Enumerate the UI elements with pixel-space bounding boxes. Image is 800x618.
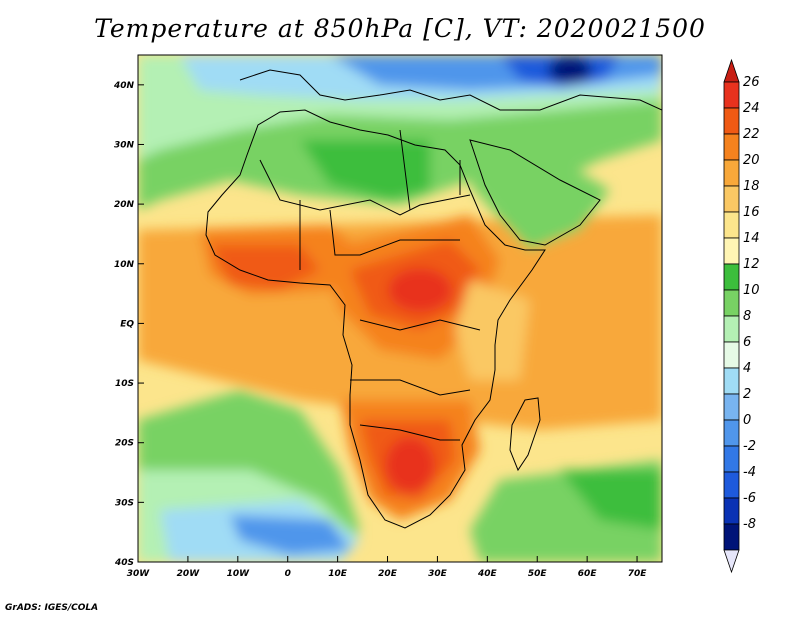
colorbar-swatch-12 <box>723 393 740 421</box>
plot-frame <box>137 54 663 563</box>
colorbar-label-10: 6 <box>743 335 751 350</box>
lon-tick-label-8: 50E <box>528 569 548 579</box>
lat-tick-label-6: 20S <box>115 439 134 449</box>
colorbar-label-1: 24 <box>743 101 760 116</box>
lon-tick-label-1: 20W <box>177 569 201 579</box>
lon-tick-label-3: 0 <box>285 569 291 579</box>
lon-tick-label-6: 30E <box>428 569 448 579</box>
colorbar-swatch-2 <box>723 133 740 161</box>
africa-border-1 <box>259 159 471 216</box>
field-east-africa-mild <box>455 280 530 380</box>
colorbar-label-7: 12 <box>743 257 760 272</box>
colorbar-label-2: 22 <box>743 127 760 142</box>
africa-border-6 <box>299 129 461 270</box>
colorbar-swatch-8 <box>723 289 740 317</box>
lat-tick-label-2: 20N <box>114 200 135 210</box>
grads-credit: GrADS: IGES/COLA <box>5 603 99 613</box>
colorbar-label-9: 8 <box>743 309 751 324</box>
lon-tick-label-0: 30W <box>127 569 151 579</box>
colorbar-label-6: 14 <box>743 231 760 246</box>
colorbar-label-12: 2 <box>743 387 751 402</box>
field-central-very-hot <box>388 268 452 312</box>
africa-border-2 <box>329 209 460 256</box>
field-north-navy <box>548 56 592 84</box>
lat-tick-label-5: 10S <box>115 379 134 389</box>
colorbar-swatch-15 <box>723 471 740 499</box>
colorbar-swatch-13 <box>723 419 740 447</box>
colorbar-label-15: -4 <box>743 465 756 480</box>
temperature-field <box>138 55 662 562</box>
lat-tick-label-4: EQ <box>120 319 134 329</box>
africa-coastline <box>205 109 546 529</box>
lat-tick-label-1: 30N <box>114 140 135 150</box>
lat-tick-label-8: 40S <box>114 558 134 568</box>
lat-tick-label-0: 40N <box>113 81 135 91</box>
colorbar-label-16: -6 <box>743 491 756 506</box>
colorbar-top-arrow <box>723 58 740 83</box>
colorbar-swatch-4 <box>723 185 740 213</box>
field-indian-south-green-dark <box>560 470 662 530</box>
lon-tick-label-2: 10W <box>227 569 251 579</box>
lat-tick-label-3: 10N <box>114 260 135 270</box>
colorbar-swatch-5 <box>723 211 740 239</box>
colorbar-swatch-1 <box>723 107 740 135</box>
africa-border-3 <box>359 319 481 331</box>
colorbar-label-17: -8 <box>743 517 756 532</box>
colorbar-swatch-6 <box>723 237 740 265</box>
colorbar-swatch-11 <box>723 367 740 395</box>
field-southern-very-hot <box>385 437 435 493</box>
colorbar-swatch-7 <box>723 263 740 291</box>
colorbar-swatch-14 <box>723 445 740 473</box>
lon-tick-label-4: 10E <box>328 569 348 579</box>
colorbar-swatch-0 <box>723 81 740 109</box>
coastlines <box>205 69 662 529</box>
colorbar-label-13: 0 <box>743 413 751 428</box>
colorbar-label-5: 16 <box>743 205 760 220</box>
map-title: Temperature at 850hPa [C], VT: 202002150… <box>94 14 706 43</box>
colorbar-swatch-3 <box>723 159 740 187</box>
africa-border-4 <box>350 379 471 396</box>
colorbar-label-8: 10 <box>743 283 760 298</box>
lon-tick-label-5: 20E <box>378 569 398 579</box>
colorbar-label-0: 26 <box>743 75 760 90</box>
field-south-atlantic-blue <box>230 515 350 555</box>
colorbar-label-3: 20 <box>743 153 760 168</box>
colorbar-label-11: 4 <box>743 361 751 376</box>
colorbar-label-4: 18 <box>743 179 760 194</box>
arabia-coastline <box>469 139 601 246</box>
longitude-axis: 30W 20W 10W 0 10E 20E 30E 40E 50E 60E 70E <box>127 556 647 579</box>
colorbar-swatch-9 <box>723 315 740 343</box>
madagascar-coastline <box>509 397 541 472</box>
field-west-africa-hot <box>210 245 320 290</box>
africa-border-5 <box>359 424 460 441</box>
latitude-axis: 40N 30N 20N 10N EQ 10S 20S 30S 40S <box>113 81 144 568</box>
lon-tick-label-9: 60E <box>578 569 598 579</box>
field-arabia-green <box>470 150 610 250</box>
colorbar-bottom-arrow <box>723 549 740 574</box>
europe-coastline <box>239 69 662 111</box>
field-sahara-green <box>300 140 430 200</box>
colorbar-swatch-16 <box>723 497 740 525</box>
colorbar-swatch-17 <box>723 523 740 551</box>
colorbar-label-14: -2 <box>743 439 756 454</box>
lon-tick-label-7: 40E <box>477 569 498 579</box>
colorbar-swatch-10 <box>723 341 740 369</box>
lon-tick-label-10: 70E <box>628 569 648 579</box>
lat-tick-label-7: 30S <box>115 498 134 508</box>
